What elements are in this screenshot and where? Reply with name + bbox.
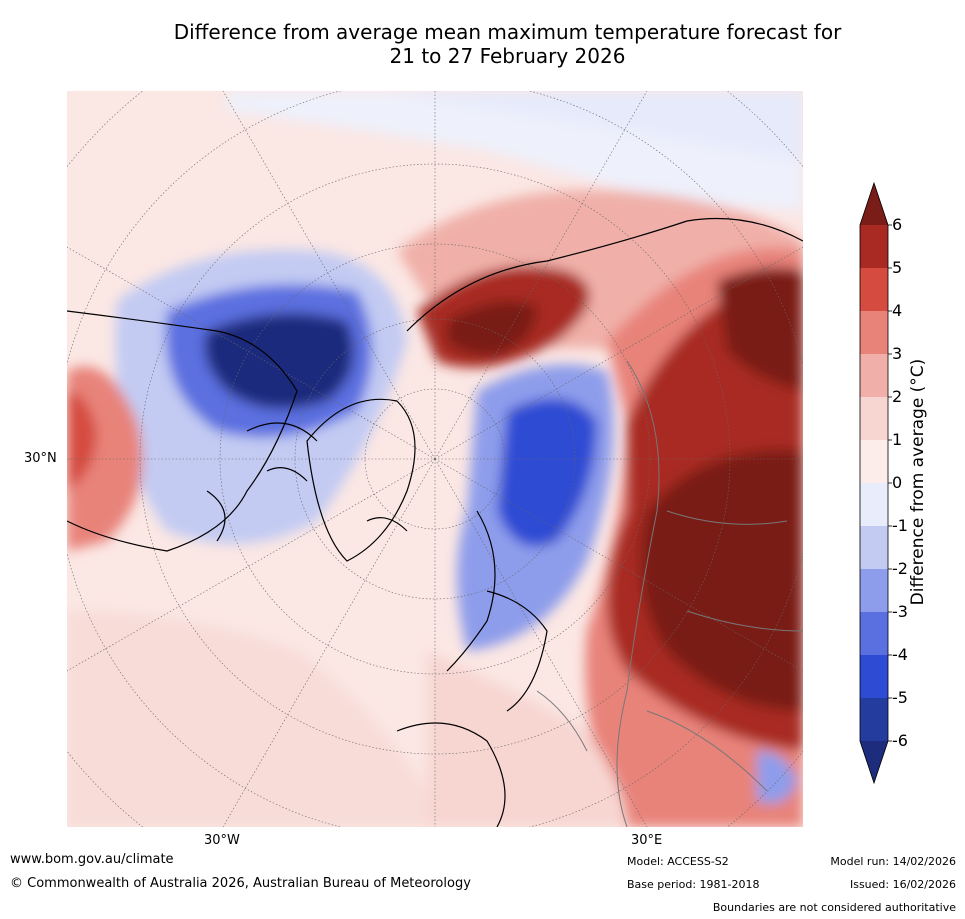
temperature-anomaly-map: [67, 91, 803, 827]
anomaly-patch-atlantic-pale: [67, 611, 427, 827]
colorbar-tick-label: -2: [892, 559, 908, 578]
graticule-meridian-150e: [434, 91, 648, 460]
border-middle-east: [646, 710, 768, 792]
colorbar-tick-label: 2: [892, 387, 903, 406]
graticule-meridian-30e: [434, 458, 648, 827]
anomaly-patch-ural-core: [717, 267, 803, 391]
colorbar-tick-label: -5: [892, 688, 908, 707]
chart-title-line1: Difference from average mean maximum tem…: [173, 20, 842, 44]
footer-copyright: © Commonwealth of Australia 2026, Austra…: [10, 876, 471, 891]
colorbar-tick-label: 5: [892, 258, 903, 277]
colorbar-extend-min: [860, 741, 888, 783]
graticule-meridian-120e: [434, 246, 803, 460]
colorbar-segment: [860, 268, 888, 311]
colorbar-segment: [860, 311, 888, 354]
anomaly-patch-canada-cold-core: [204, 313, 354, 409]
anomaly-patch-east-siberia-core: [447, 301, 537, 356]
colorbar-segment: [860, 440, 888, 483]
coastline-norway: [446, 510, 496, 672]
colorbar: [859, 181, 892, 785]
graticule: [67, 91, 803, 827]
chart-title-line2: 21 to 27 February 2026: [389, 44, 626, 68]
coastline-europe: [396, 722, 506, 827]
colorbar-tick-label: 6: [892, 215, 903, 234]
coastline-iceland: [366, 517, 408, 532]
colorbar-segment: [860, 569, 888, 612]
colorbar-segment: [860, 225, 888, 268]
border-mongolia-china: [686, 610, 803, 632]
coastline-scandinavia: [486, 590, 548, 712]
colorbar-segment: [860, 483, 888, 526]
colorbar-tick-label: -3: [892, 602, 908, 621]
coastline-siberia: [406, 217, 803, 332]
footer-disclaimer: Boundaries are not considered authoritat…: [712, 901, 956, 914]
colorbar-tick-label: 0: [892, 473, 903, 492]
lon-label-30e: 30°E: [631, 833, 663, 848]
coastlines: [67, 217, 803, 827]
graticule-meridian-150w: [222, 91, 436, 460]
colorbar-tick-label: -6: [892, 731, 908, 750]
border-kazakhstan: [666, 510, 788, 525]
footer-website[interactable]: www.bom.gov.au/climate: [10, 852, 174, 867]
colorbar-tick-label: 3: [892, 344, 903, 363]
colorbar-segment: [860, 354, 888, 397]
colorbar-segment: [860, 612, 888, 655]
graticule-meridian-120w: [67, 246, 436, 460]
anomaly-patch-west-hot: [67, 391, 97, 491]
colorbar-segment: [860, 526, 888, 569]
colorbar-segment: [860, 397, 888, 440]
footer-issued: Issued: 16/02/2026: [849, 878, 956, 891]
chart-title: Difference from average mean maximum tem…: [60, 20, 955, 68]
colorbar-tick-label: -4: [892, 645, 908, 664]
graticule-meridian-60w: [67, 458, 436, 672]
colorbar-segment: [860, 655, 888, 698]
footer-base-period: Base period: 1981-2018: [627, 878, 760, 891]
graticule-lat-60: [219, 243, 651, 675]
coastline-greenland: [306, 398, 416, 562]
colorbar-title: Difference from average (°C): [908, 358, 928, 606]
colorbar-tick-label: 1: [892, 430, 903, 449]
anomaly-patch-pacific-top: [387, 91, 803, 161]
coastline-north-america: [67, 310, 298, 552]
borders: [536, 360, 803, 827]
lat-label-30n: 30°N: [24, 451, 57, 466]
colorbar-segment: [860, 698, 888, 741]
footer-model: Model: ACCESS-S2: [627, 855, 729, 868]
graticule-meridian-30w: [222, 458, 436, 827]
border-europe: [536, 690, 588, 752]
graticule-meridian-60e: [434, 458, 803, 672]
coastline-canadian-islands: [206, 422, 318, 542]
colorbar-tick-label: -1: [892, 516, 908, 535]
lon-label-30w: 30°W: [204, 833, 240, 848]
anomaly-patch-europe-pale: [427, 651, 627, 827]
footer-model-run: Model run: 14/02/2026: [830, 855, 956, 868]
colorbar-tick-label: 4: [892, 301, 903, 320]
colorbar-extend-max: [860, 183, 888, 225]
border-russia-west: [616, 360, 660, 827]
anomaly-patch-scandinavia-cold-core: [497, 398, 597, 547]
